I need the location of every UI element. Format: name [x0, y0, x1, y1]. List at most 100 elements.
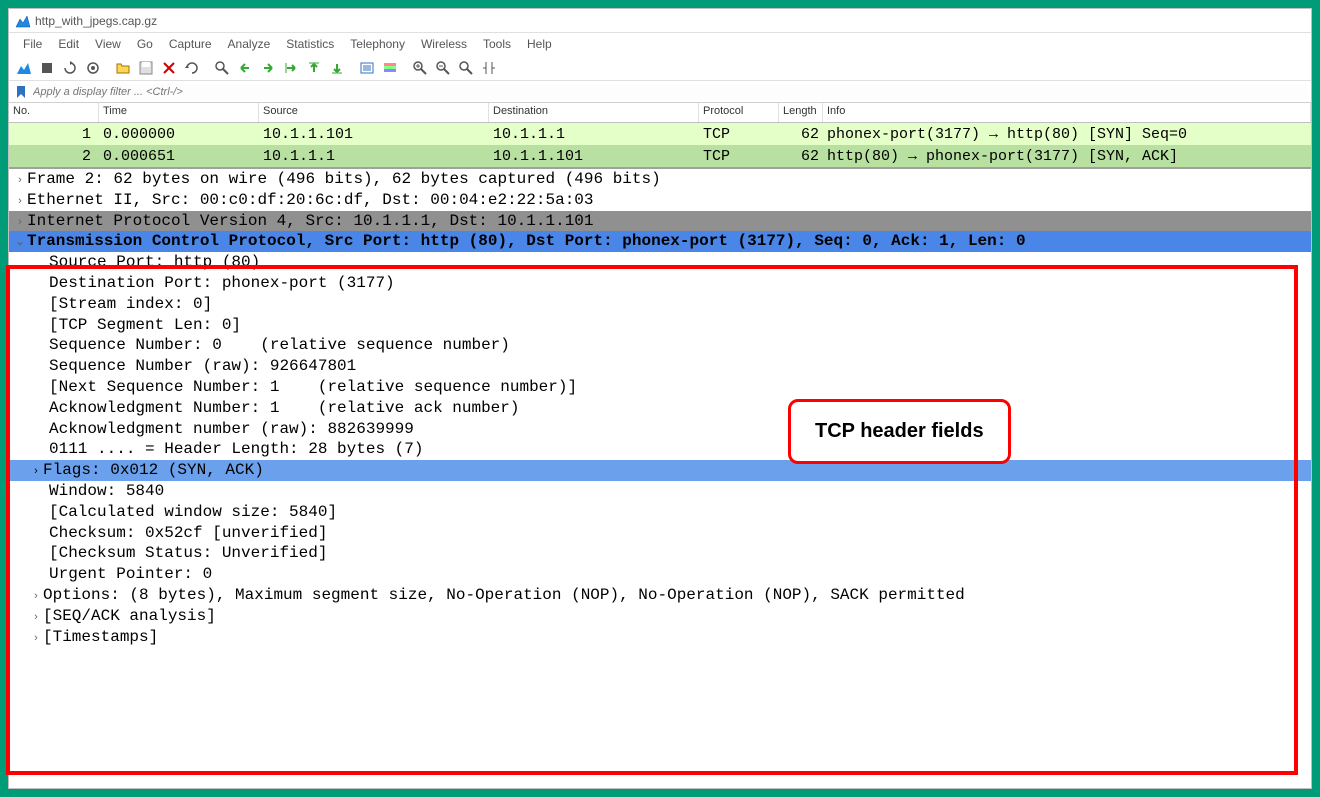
tcp-destination-port[interactable]: Destination Port: phonex-port (3177) — [9, 273, 1311, 294]
tcp-options-label: Options: (8 bytes), Maximum segment size… — [43, 586, 965, 604]
cell-source: 10.1.1.1 — [259, 147, 489, 166]
options-icon[interactable] — [82, 57, 104, 79]
auto-scroll-icon[interactable] — [356, 57, 378, 79]
cell-protocol: TCP — [699, 147, 779, 166]
menu-edit[interactable]: Edit — [50, 35, 87, 53]
tcp-checksum[interactable]: Checksum: 0x52cf [unverified] — [9, 523, 1311, 544]
tcp-seq-number[interactable]: Sequence Number: 0 (relative sequence nu… — [9, 335, 1311, 356]
menu-view[interactable]: View — [87, 35, 129, 53]
tcp-seq-ack-analysis[interactable]: ›[SEQ/ACK analysis] — [9, 606, 1311, 627]
tcp-checksum-status[interactable]: [Checksum Status: Unverified] — [9, 543, 1311, 564]
tcp-urgent-pointer[interactable]: Urgent Pointer: 0 — [9, 564, 1311, 585]
expand-icon[interactable]: › — [29, 589, 43, 603]
zoom-out-icon[interactable] — [432, 57, 454, 79]
zoom-in-icon[interactable] — [409, 57, 431, 79]
colorize-icon[interactable] — [379, 57, 401, 79]
expand-icon[interactable]: › — [29, 610, 43, 624]
expand-icon[interactable]: › — [13, 194, 27, 208]
go-forward-icon[interactable] — [257, 57, 279, 79]
tree-eth-label: Ethernet II, Src: 00:c0:df:20:6c:df, Dst… — [27, 191, 594, 209]
cell-info: http(80) → phonex-port(3177) [SYN, ACK] — [823, 147, 1311, 166]
tree-ip-label: Internet Protocol Version 4, Src: 10.1.1… — [27, 212, 594, 230]
zoom-reset-icon[interactable] — [455, 57, 477, 79]
restart-capture-icon[interactable] — [59, 57, 81, 79]
expand-icon[interactable]: › — [29, 464, 43, 478]
go-to-packet-icon[interactable] — [280, 57, 302, 79]
packet-list-header: No. Time Source Destination Protocol Len… — [9, 103, 1311, 123]
col-header-source[interactable]: Source — [259, 103, 489, 122]
tcp-calc-window[interactable]: [Calculated window size: 5840] — [9, 502, 1311, 523]
menu-capture[interactable]: Capture — [161, 35, 220, 53]
tcp-header-length[interactable]: 0111 .... = Header Length: 28 bytes (7) — [9, 439, 1311, 460]
go-first-icon[interactable] — [303, 57, 325, 79]
cell-source: 10.1.1.101 — [259, 125, 489, 144]
go-last-icon[interactable] — [326, 57, 348, 79]
bookmark-icon[interactable] — [13, 84, 29, 100]
cell-no: 2 — [9, 147, 99, 166]
open-file-icon[interactable] — [112, 57, 134, 79]
menu-file[interactable]: File — [15, 35, 50, 53]
tree-ethernet[interactable]: ›Ethernet II, Src: 00:c0:df:20:6c:df, Ds… — [9, 190, 1311, 211]
col-header-destination[interactable]: Destination — [489, 103, 699, 122]
menu-go[interactable]: Go — [129, 35, 161, 53]
annotation-callout: TCP header fields — [788, 399, 1011, 464]
tcp-seq-raw[interactable]: Sequence Number (raw): 926647801 — [9, 356, 1311, 377]
display-filter-bar — [9, 81, 1311, 103]
cell-protocol: TCP — [699, 125, 779, 144]
wireshark-window: http_with_jpegs.cap.gz File Edit View Go… — [8, 8, 1312, 789]
resize-columns-icon[interactable] — [478, 57, 500, 79]
window-title: http_with_jpegs.cap.gz — [35, 14, 157, 28]
callout-text: TCP header fields — [815, 420, 984, 442]
reload-icon[interactable] — [181, 57, 203, 79]
menu-statistics[interactable]: Statistics — [278, 35, 342, 53]
menu-tools[interactable]: Tools — [475, 35, 519, 53]
menu-help[interactable]: Help — [519, 35, 560, 53]
tcp-ack-raw[interactable]: Acknowledgment number (raw): 882639999 — [9, 419, 1311, 440]
packet-list-pane: No. Time Source Destination Protocol Len… — [9, 103, 1311, 169]
packet-row[interactable]: 2 0.000651 10.1.1.1 10.1.1.101 TCP 62 ht… — [9, 145, 1311, 167]
tcp-segment-len[interactable]: [TCP Segment Len: 0] — [9, 315, 1311, 336]
col-header-length[interactable]: Length — [779, 103, 823, 122]
tcp-stream-index[interactable]: [Stream index: 0] — [9, 294, 1311, 315]
expand-icon[interactable]: › — [29, 631, 43, 645]
cell-length: 62 — [779, 147, 823, 166]
tcp-window[interactable]: Window: 5840 — [9, 481, 1311, 502]
tcp-source-port[interactable]: Source Port: http (80) — [9, 252, 1311, 273]
col-header-protocol[interactable]: Protocol — [699, 103, 779, 122]
cell-time: 0.000000 — [99, 125, 259, 144]
display-filter-input[interactable] — [31, 84, 1307, 100]
tcp-timestamps-label: [Timestamps] — [43, 628, 158, 646]
col-header-no[interactable]: No. — [9, 103, 99, 122]
menu-telephony[interactable]: Telephony — [342, 35, 413, 53]
tcp-flags[interactable]: ›Flags: 0x012 (SYN, ACK) — [9, 460, 1311, 481]
menu-wireless[interactable]: Wireless — [413, 35, 475, 53]
tcp-timestamps[interactable]: ›[Timestamps] — [9, 627, 1311, 648]
close-file-icon[interactable] — [158, 57, 180, 79]
wireshark-icon — [15, 13, 31, 29]
tree-frame-label: Frame 2: 62 bytes on wire (496 bits), 62… — [27, 170, 661, 188]
stop-capture-icon[interactable] — [36, 57, 58, 79]
go-back-icon[interactable] — [234, 57, 256, 79]
expand-icon[interactable]: › — [13, 173, 27, 187]
cell-destination: 10.1.1.1 — [489, 125, 699, 144]
tcp-flags-label: Flags: 0x012 (SYN, ACK) — [43, 461, 264, 479]
cell-no: 1 — [9, 125, 99, 144]
start-capture-icon[interactable] — [13, 57, 35, 79]
tcp-seqack-label: [SEQ/ACK analysis] — [43, 607, 216, 625]
find-icon[interactable] — [211, 57, 233, 79]
packet-row[interactable]: 1 0.000000 10.1.1.101 10.1.1.1 TCP 62 ph… — [9, 123, 1311, 145]
tree-tcp[interactable]: ⌄Transmission Control Protocol, Src Port… — [9, 231, 1311, 252]
tcp-next-seq[interactable]: [Next Sequence Number: 1 (relative seque… — [9, 377, 1311, 398]
packet-details-pane: ›Frame 2: 62 bytes on wire (496 bits), 6… — [9, 169, 1311, 788]
col-header-info[interactable]: Info — [823, 103, 1311, 122]
cell-length: 62 — [779, 125, 823, 144]
collapse-icon[interactable]: ⌄ — [13, 235, 27, 249]
tree-ip[interactable]: ›Internet Protocol Version 4, Src: 10.1.… — [9, 211, 1311, 232]
tree-frame[interactable]: ›Frame 2: 62 bytes on wire (496 bits), 6… — [9, 169, 1311, 190]
col-header-time[interactable]: Time — [99, 103, 259, 122]
menu-analyze[interactable]: Analyze — [220, 35, 279, 53]
tcp-options[interactable]: ›Options: (8 bytes), Maximum segment siz… — [9, 585, 1311, 606]
save-file-icon[interactable] — [135, 57, 157, 79]
tcp-ack-number[interactable]: Acknowledgment Number: 1 (relative ack n… — [9, 398, 1311, 419]
expand-icon[interactable]: › — [13, 215, 27, 229]
